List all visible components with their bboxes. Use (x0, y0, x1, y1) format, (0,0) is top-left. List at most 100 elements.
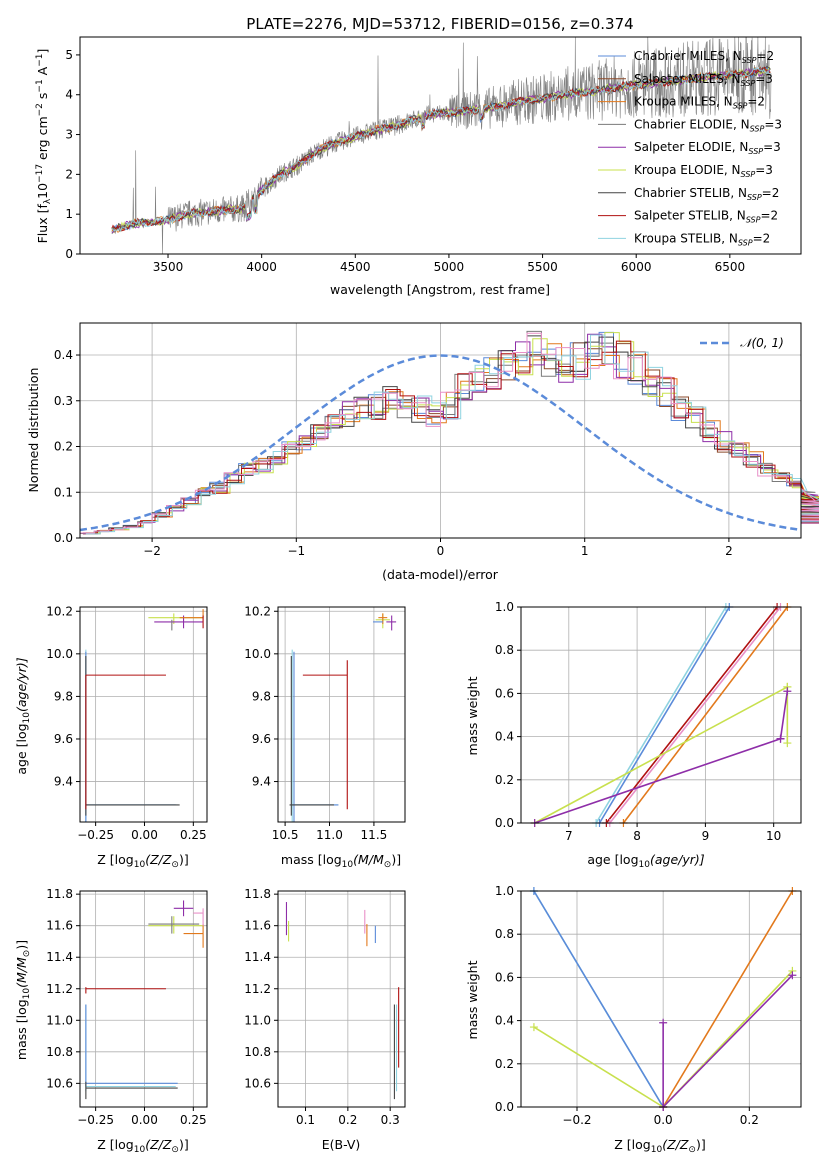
ticks: 10.5 11.0 11.5 9.4 9.6 9.8 10.0 10.2 (244, 604, 387, 842)
plus-marker (659, 1018, 668, 1027)
y-tick-label: 10.2 (46, 604, 73, 618)
spectrum-legend: Chabrier MILES, NSSP=2 Salpeter MILES, NS… (598, 49, 782, 247)
age-vs-metallicity-panel: −0.25 0.00 0.25 9.4 9.6 9.8 10.0 10.2 (46, 604, 208, 842)
x-tick-label: 0.25 (180, 1113, 207, 1127)
y-tick-label: 0.2 (54, 440, 73, 454)
legend-label: Chabrier STELIB, NSSP=2 (634, 186, 779, 202)
plus-marker (529, 1023, 538, 1032)
y-tick-label: 0 (65, 247, 73, 261)
x-tick-label: 2 (725, 544, 733, 558)
ticks: −0.25 0.00 0.25 9.4 9.6 9.8 10.0 10.2 (46, 604, 206, 842)
ticks: 0.1 0.2 0.3 10.6 10.8 11.0 11.2 11.4 11.6 11.8 (244, 887, 399, 1127)
age-vs-mass-panel: 10.5 11.0 11.5 9.4 9.6 9.8 10.0 10.2 (244, 604, 406, 842)
mass-weight-line (533, 1026, 664, 1108)
mass-weight-line (662, 890, 794, 1108)
mw-Z-xlabel: Z [log10(Z/Z⊙)] (614, 1137, 705, 1155)
spectrum-title: PLATE=2276, MJD=53712, FIBERID=0156, z=0… (246, 15, 633, 33)
y-tick-label: 0.0 (495, 816, 514, 830)
mass-weight-line (622, 606, 788, 824)
y-tick-label: 2 (65, 167, 73, 181)
massweight-vs-metallicity-panel: −0.2 0.0 0.2 0.0 0.2 0.4 0.6 0.8 1.0 (495, 884, 802, 1127)
mass-weight-line (662, 974, 793, 1108)
mw-age-ylabel: mass weight (465, 676, 480, 755)
y-tick-label: 11.4 (244, 950, 271, 964)
model-line-kroupa-stelib (111, 67, 771, 233)
y-tick-label: 0.0 (495, 1100, 514, 1114)
y-tick-label: 11.0 (244, 1013, 271, 1027)
mw-Z-ylabel: mass weight (465, 960, 480, 1039)
panel-frame (79, 890, 208, 1108)
legend-label: Salpeter ELODIE, NSSP=3 (634, 140, 781, 156)
y-tick-label: 9.4 (54, 775, 73, 789)
legend-label: Kroupa ELODIE, NSSP=3 (634, 163, 773, 179)
y-tick-label: 0.6 (495, 686, 514, 700)
legend-label: Kroupa MILES, NSSP=2 (634, 95, 765, 111)
mass-Z-xlabel: Z [log10(Z/Z⊙)] (97, 1137, 188, 1155)
ticks: −0.25 0.00 0.25 10.6 10.8 11.0 11.2 11.4 11.6 11.… (46, 887, 206, 1127)
gauss-legend-label: 𝒩(0, 1) (740, 336, 784, 350)
x-tick-label: 0.3 (381, 1113, 400, 1127)
mass-weight-line (605, 606, 778, 824)
x-tick-label: 0.2 (740, 1113, 759, 1127)
y-tick-label: 0.2 (495, 1057, 514, 1071)
x-tick-label: −0.25 (77, 828, 114, 842)
x-tick-label: 11.0 (316, 828, 343, 842)
y-tick-label: 3 (65, 128, 73, 142)
spectrum-frame (79, 36, 802, 255)
y-tick-label: 10.0 (46, 647, 73, 661)
x-tick-label: −0.25 (77, 1113, 114, 1127)
mass-ebv-xlabel: E(B-V) (322, 1137, 361, 1152)
y-tick-label: 0.3 (54, 394, 73, 408)
grid (278, 891, 405, 1107)
y-tick-label: 11.6 (244, 919, 271, 933)
model-line-salpeter-stelib (111, 66, 771, 232)
mass-weight-line (779, 691, 789, 739)
x-tick-label: 10 (766, 829, 781, 843)
age-Z-ylabel: age [log10(age/yr)] (14, 657, 32, 774)
x-tick-label: 10.5 (272, 828, 299, 842)
mass-vs-metallicity-panel: −0.25 0.00 0.25 10.6 10.8 11.0 11.2 11.4 11.6 11.… (46, 887, 208, 1127)
spectrum-xlabel: wavelength [Angstrom, rest frame] (330, 282, 550, 297)
mass-vs-ebv-panel: 0.1 0.2 0.3 10.6 10.8 11.0 11.2 11.4 11.6 11.8 (244, 887, 406, 1127)
y-tick-label: 0.6 (495, 970, 514, 984)
x-tick-label: 0.25 (180, 828, 207, 842)
plus-marker (776, 734, 785, 743)
y-tick-label: 11.2 (46, 982, 73, 996)
x-tick-label: 0.2 (338, 1113, 357, 1127)
spectrum-ylabel: Flux [fλ10−17 erg cm−2 s−1 A−1] (35, 49, 53, 244)
residual-xlabel: (data-model)/error (382, 567, 499, 582)
y-tick-label: 11.4 (46, 950, 73, 964)
y-tick-label: 0.1 (54, 485, 73, 499)
errorbars (85, 609, 204, 822)
x-tick-label: 0.00 (131, 1113, 158, 1127)
x-tick-label: 0 (437, 544, 445, 558)
y-tick-label: 5 (65, 48, 73, 62)
y-tick-label: 10.2 (244, 604, 271, 618)
y-tick-label: 9.8 (252, 689, 271, 703)
x-tick-label: −1 (287, 544, 305, 558)
x-tick-label: 3500 (153, 260, 184, 274)
mass-weight-line (595, 606, 727, 824)
y-tick-label: 10.6 (244, 1076, 271, 1090)
histogram-step-kroupa-stelib (85, 334, 819, 535)
y-tick-label: 10.0 (244, 647, 271, 661)
x-tick-label: 4500 (340, 260, 371, 274)
grid (80, 891, 207, 1107)
mass-weight-lines (530, 603, 792, 827)
x-tick-label: 0.0 (654, 1113, 673, 1127)
age-Z-xlabel: Z [log10(Z/Z⊙)] (97, 852, 188, 870)
x-tick-label: 0.1 (296, 1113, 315, 1127)
panel-frame (277, 606, 406, 823)
y-tick-label: 0.4 (495, 1014, 514, 1028)
residual-ylabel: Normed distribution (26, 368, 41, 493)
x-tick-label: −2 (143, 544, 161, 558)
residual-histogram-panel: −2 −1 0 1 2 0.0 0.1 0.2 0.3 0.4 (data-model)/erro… (26, 322, 819, 582)
histogram-step-chabrier-miles (80, 331, 819, 534)
mw-age-xlabel: age [log10(age/yr)] (587, 852, 704, 870)
ticks: −0.2 0.0 0.2 0.0 0.2 0.4 0.6 0.8 1.0 (495, 884, 759, 1127)
plus-marker (783, 687, 792, 696)
grid (80, 607, 207, 822)
y-tick-label: 0.2 (495, 773, 514, 787)
spectrum-panel: PLATE=2276, MJD=53712, FIBERID=0156, z=0… (35, 15, 802, 297)
